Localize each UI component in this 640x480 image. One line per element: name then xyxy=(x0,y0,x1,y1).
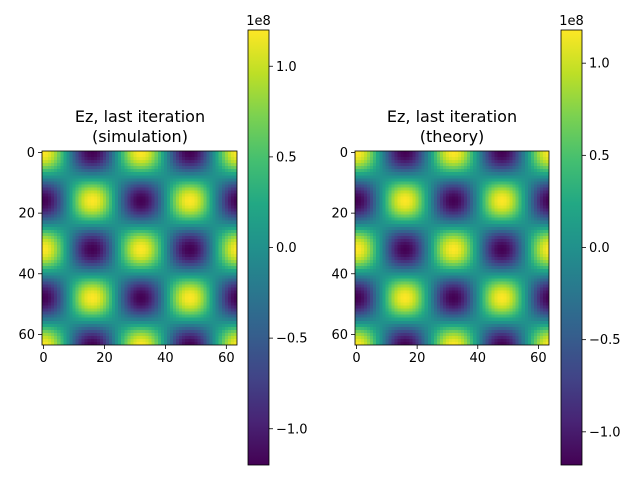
x-tick-label: 60 xyxy=(218,351,235,366)
colorbar-tick-label: 1.0 xyxy=(589,57,610,72)
colorbar-tick-label: 0.0 xyxy=(589,241,610,256)
colorbar-tick-label: 1.0 xyxy=(276,60,297,75)
heatmap-image xyxy=(42,151,237,345)
colorbar-tick-label: 0.0 xyxy=(276,241,297,256)
colorbar-exponent-label: 1e8 xyxy=(246,14,271,29)
x-tick-label: 0 xyxy=(352,351,360,366)
heatmap-frame xyxy=(354,150,550,346)
chart-title-line: Ez, last iteration xyxy=(75,107,205,126)
chart-title-line: (theory) xyxy=(420,127,485,146)
x-tick-label: 20 xyxy=(409,351,426,366)
y-tick-label: 0 xyxy=(340,146,348,161)
colorbar-exponent-label: 1e8 xyxy=(559,14,584,29)
y-tick-label: 40 xyxy=(18,267,35,282)
colorbar-tick-label: −0.5 xyxy=(276,332,308,347)
y-tick-label: 60 xyxy=(18,328,35,343)
y-tick-label: 20 xyxy=(18,207,35,222)
y-tick-label: 60 xyxy=(331,328,348,343)
chart-theory: Ez, last iteration(theory) 0 20 40 60 0 20 40 60… xyxy=(331,14,621,466)
x-tick-label: 40 xyxy=(469,351,486,366)
colorbar-tick-label: −1.0 xyxy=(276,422,308,437)
x-tick-label: 20 xyxy=(96,351,113,366)
heatmap-image xyxy=(355,151,549,345)
colorbar xyxy=(247,29,270,466)
chart-simulation: Ez, last iteration(simulation) 0 20 40 60 0 20… xyxy=(18,14,308,466)
colorbar-tick-label: 0.5 xyxy=(589,149,610,164)
x-tick-label: 40 xyxy=(157,351,174,366)
x-tick-label: 0 xyxy=(39,351,47,366)
chart-title-line: (simulation) xyxy=(92,127,188,146)
chart-title-line: Ez, last iteration xyxy=(387,107,517,126)
colorbar xyxy=(560,29,583,466)
heatmap-frame xyxy=(41,150,238,346)
colorbar-tick-label: −1.0 xyxy=(589,425,621,440)
y-tick-label: 20 xyxy=(331,207,348,222)
y-tick-label: 40 xyxy=(331,267,348,282)
colorbar-tick-label: −0.5 xyxy=(589,333,621,348)
y-tick-label: 0 xyxy=(27,146,35,161)
colorbar-tick-label: 0.5 xyxy=(276,150,297,165)
x-tick-label: 60 xyxy=(530,351,547,366)
